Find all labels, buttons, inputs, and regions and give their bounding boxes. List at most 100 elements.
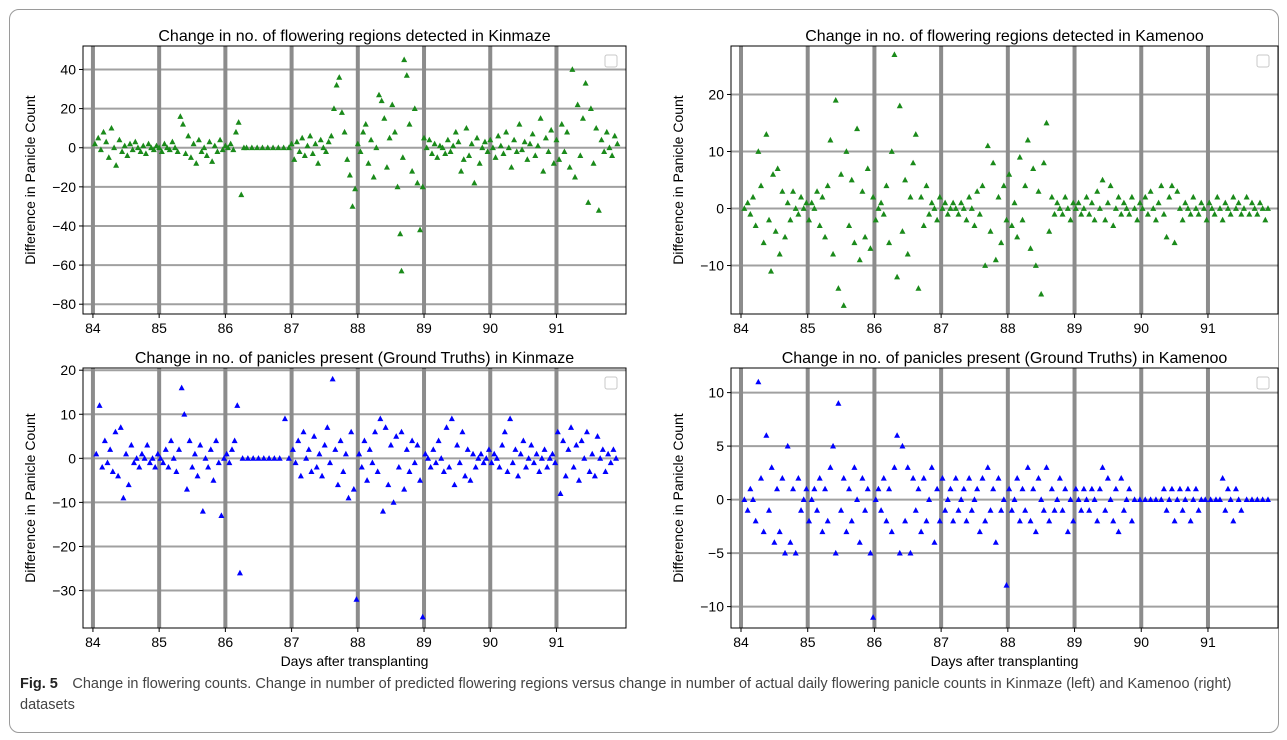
data-point xyxy=(995,193,1002,200)
x-tick-label: 86 xyxy=(867,320,883,336)
data-point xyxy=(824,517,831,524)
data-point xyxy=(1259,205,1266,211)
data-point xyxy=(323,148,330,155)
data-point xyxy=(819,528,826,535)
data-point xyxy=(1144,211,1151,217)
data-point xyxy=(382,424,389,430)
data-point xyxy=(1102,507,1109,513)
data-point xyxy=(741,205,748,211)
data-point xyxy=(1120,199,1127,206)
data-point xyxy=(444,136,451,143)
data-point xyxy=(1219,216,1226,223)
data-point xyxy=(952,475,959,481)
y-tick-label: 10 xyxy=(60,406,76,422)
data-point xyxy=(104,459,111,466)
data-point xyxy=(206,138,213,145)
data-point xyxy=(902,517,909,524)
data-point xyxy=(1070,517,1077,524)
x-tick-label: 84 xyxy=(85,320,101,336)
data-point xyxy=(266,455,273,461)
data-point xyxy=(830,250,837,257)
data-point xyxy=(309,150,316,156)
data-point xyxy=(517,450,524,457)
data-point xyxy=(129,146,136,153)
data-point xyxy=(886,239,893,246)
data-point xyxy=(487,136,494,143)
data-point xyxy=(880,475,887,481)
data-point xyxy=(561,148,568,155)
x-tick-label: 89 xyxy=(416,320,432,336)
data-point xyxy=(832,96,839,103)
data-point xyxy=(1222,507,1229,513)
data-point xyxy=(1088,199,1095,206)
x-tick-label: 87 xyxy=(284,320,300,336)
data-point xyxy=(870,193,877,200)
y-tick-label: 10 xyxy=(708,385,724,401)
data-point xyxy=(495,132,502,139)
y-tick-label: 0 xyxy=(68,140,76,156)
legend-box xyxy=(1256,376,1270,390)
data-point xyxy=(883,182,890,189)
data-point xyxy=(744,199,751,206)
data-point xyxy=(304,142,311,149)
data-point xyxy=(1112,485,1119,492)
data-point xyxy=(607,459,614,466)
data-point xyxy=(190,140,197,147)
data-point xyxy=(934,485,941,492)
data-point xyxy=(750,496,757,503)
x-tick-label: 84 xyxy=(733,634,749,650)
data-point xyxy=(434,154,441,160)
data-point xyxy=(936,517,943,524)
data-point xyxy=(1131,496,1138,503)
data-point xyxy=(939,475,946,481)
data-point xyxy=(1203,216,1210,223)
y-tick-label: 20 xyxy=(60,101,76,117)
data-point xyxy=(1128,193,1135,200)
data-point xyxy=(123,450,130,457)
data-point xyxy=(1102,216,1109,223)
data-point xyxy=(1195,211,1202,217)
data-point xyxy=(414,441,421,448)
data-point xyxy=(582,79,589,86)
data-point xyxy=(832,549,839,556)
data-point xyxy=(1110,222,1117,229)
data-point xyxy=(356,450,363,457)
data-point xyxy=(1040,507,1047,513)
data-point xyxy=(1232,205,1239,211)
data-point xyxy=(329,375,336,382)
data-point xyxy=(140,142,147,149)
data-point xyxy=(182,150,189,156)
data-point xyxy=(851,239,858,246)
data-point xyxy=(116,136,123,143)
data-point xyxy=(1083,496,1090,503)
data-point xyxy=(907,549,914,556)
data-point xyxy=(854,496,861,503)
data-point xyxy=(1134,216,1141,223)
data-point xyxy=(984,464,991,470)
data-point xyxy=(1238,211,1245,217)
chart-panel-2: Change in no. of flowering regions detec… xyxy=(670,28,1279,336)
data-point xyxy=(867,549,874,556)
data-point xyxy=(124,152,131,158)
data-point xyxy=(209,158,216,164)
data-point xyxy=(320,144,327,151)
data-point xyxy=(366,446,373,452)
data-point xyxy=(1056,475,1063,481)
data-point xyxy=(982,517,989,524)
data-point xyxy=(904,250,911,257)
data-point xyxy=(187,154,194,160)
data-point xyxy=(218,512,225,519)
data-point xyxy=(614,140,621,147)
data-point xyxy=(558,121,565,127)
data-point xyxy=(1064,528,1071,535)
data-point xyxy=(1224,205,1231,211)
data-point xyxy=(194,472,201,479)
data-point xyxy=(963,216,970,223)
data-point xyxy=(958,496,965,503)
data-point xyxy=(990,159,997,166)
y-tick-label: −80 xyxy=(52,296,76,312)
data-point xyxy=(992,539,999,545)
data-point xyxy=(432,459,439,466)
data-point xyxy=(1043,464,1050,470)
data-point xyxy=(383,164,390,170)
